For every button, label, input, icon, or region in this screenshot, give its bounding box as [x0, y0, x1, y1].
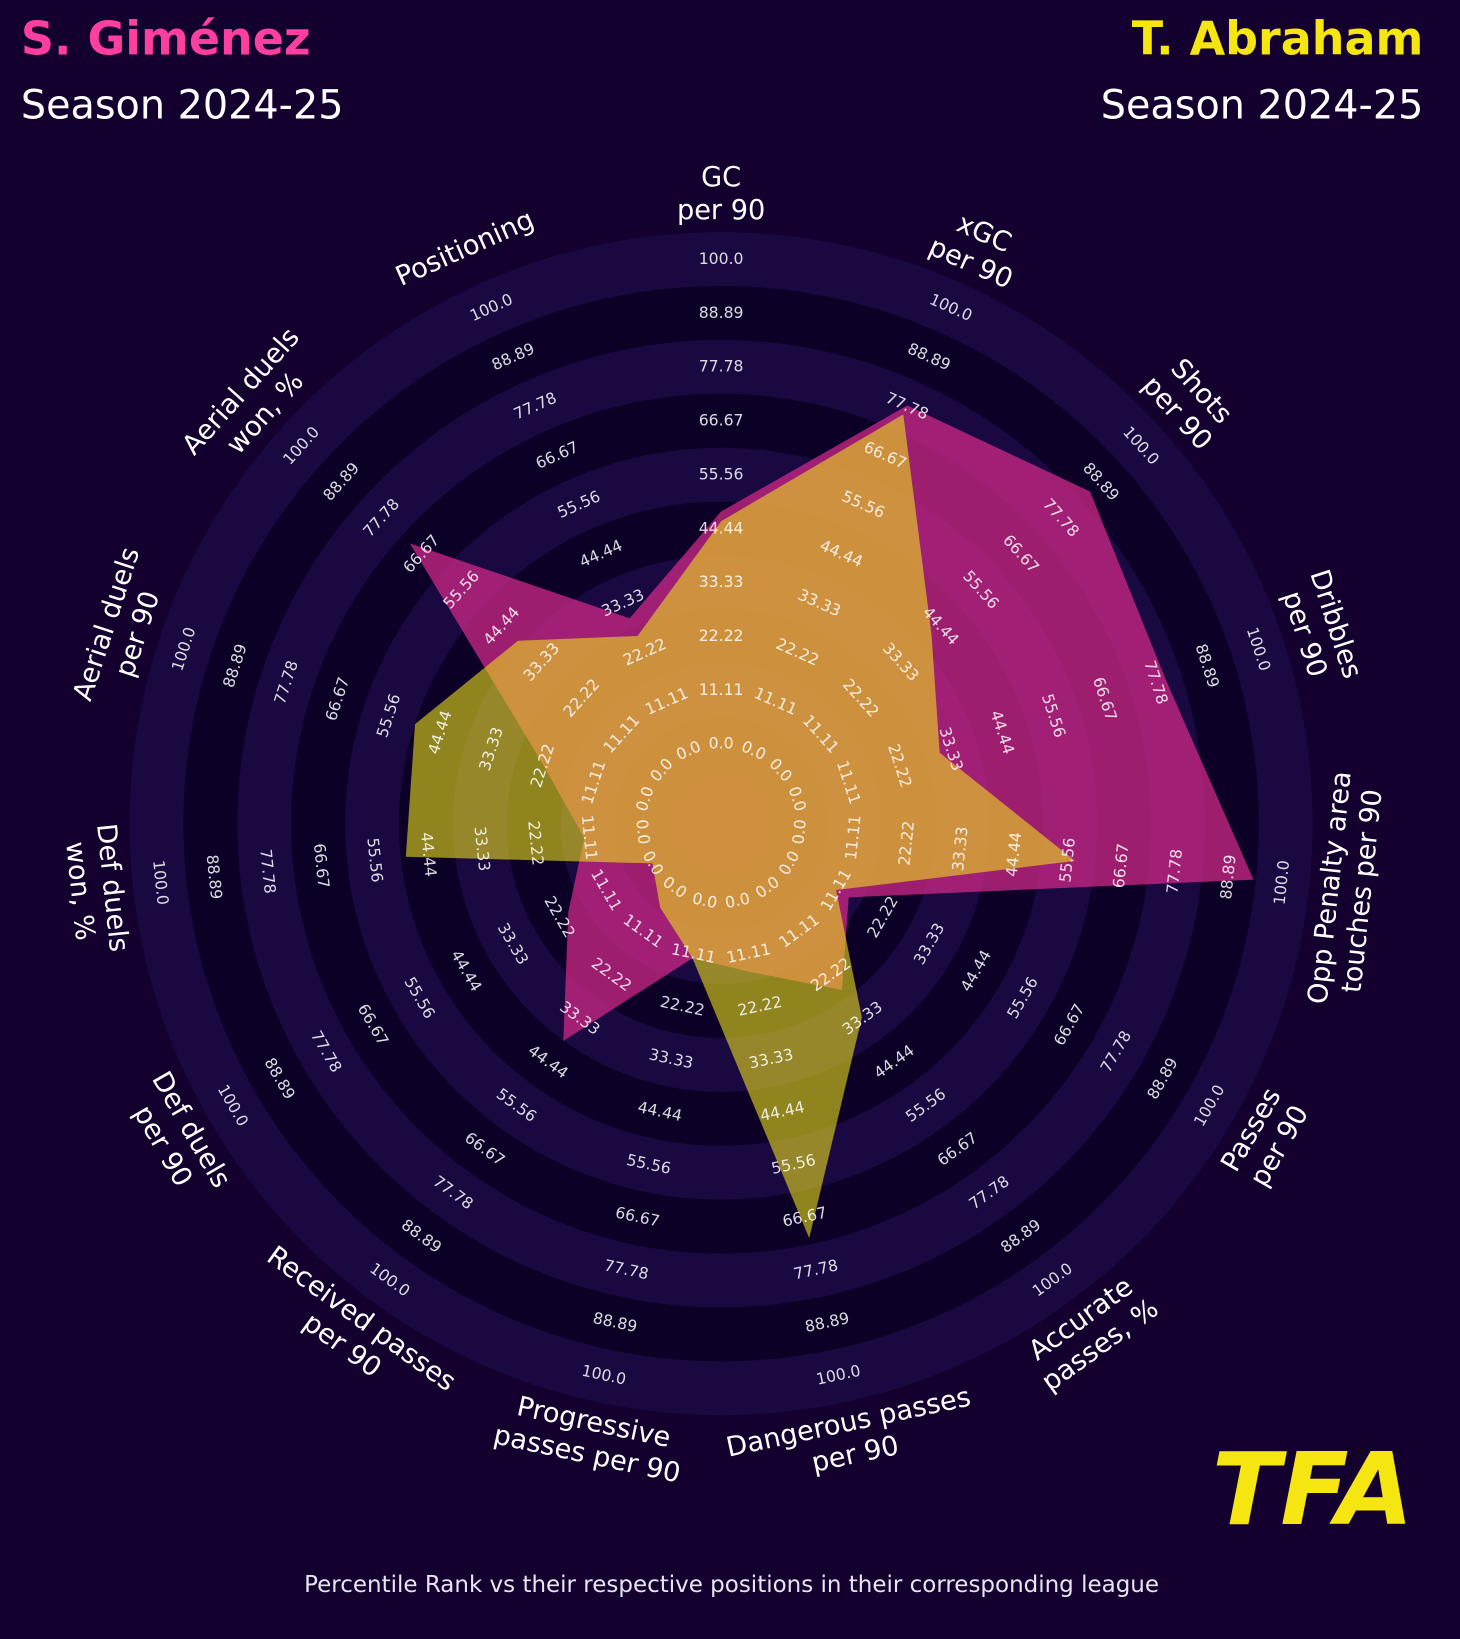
param-label: GC per 90: [677, 162, 765, 226]
tick-label: 22.22: [524, 820, 548, 867]
tick-label: 100.0: [699, 249, 744, 268]
tick-label: 77.78: [256, 848, 280, 895]
tick-label: 33.33: [948, 825, 972, 872]
tick-label: 11.11: [578, 814, 602, 861]
param-label-line: per 90: [677, 194, 765, 225]
tick-label: 44.44: [417, 831, 441, 878]
tick-label: 88.89: [203, 854, 227, 901]
tick-label: 22.22: [894, 820, 918, 867]
footnote: Percentile Rank vs their respective posi…: [304, 1572, 1159, 1598]
player-name: S. Giménez: [21, 11, 311, 65]
tick-label: 11.11: [699, 680, 744, 699]
tick-label: 100.0: [1270, 859, 1294, 906]
logo: TFA: [1212, 1431, 1414, 1548]
tick-label: 44.44: [699, 518, 744, 537]
tick-label: 44.44: [1002, 831, 1026, 878]
tick-label: 88.89: [1216, 854, 1240, 901]
tick-label: 33.33: [471, 825, 495, 872]
tick-label: 88.89: [699, 303, 744, 322]
tick-label: 11.11: [841, 814, 865, 861]
tick-label: 77.78: [699, 357, 744, 376]
param-label: Def duelswon, %: [58, 822, 135, 957]
player-name: T. Abraham: [1132, 11, 1424, 65]
tick-label: 22.22: [699, 626, 744, 645]
tick-label: 66.67: [310, 842, 334, 889]
tick-label: 55.56: [699, 464, 744, 483]
tick-label: 55.56: [363, 837, 387, 884]
tick-label: 0.0: [709, 734, 734, 753]
tick-label: 66.67: [1109, 842, 1133, 889]
tick-label: 33.33: [699, 572, 744, 591]
tick-label: 0.0: [723, 888, 751, 912]
tick-label: 0.0: [691, 888, 719, 912]
param-label-line: GC: [701, 162, 741, 193]
tick-label: 77.78: [1162, 848, 1186, 895]
season: Season 2024-25: [21, 82, 344, 128]
polygons: [405, 405, 1254, 1239]
tick-label: 0.0: [788, 818, 809, 845]
tick-label: 0.0: [632, 818, 653, 845]
tick-label: 66.67: [699, 411, 744, 430]
radar-area: [405, 414, 1075, 1239]
tick-label: 100.0: [149, 859, 173, 906]
season: Season 2024-25: [1101, 82, 1424, 128]
tick-label: 55.56: [1055, 837, 1079, 884]
